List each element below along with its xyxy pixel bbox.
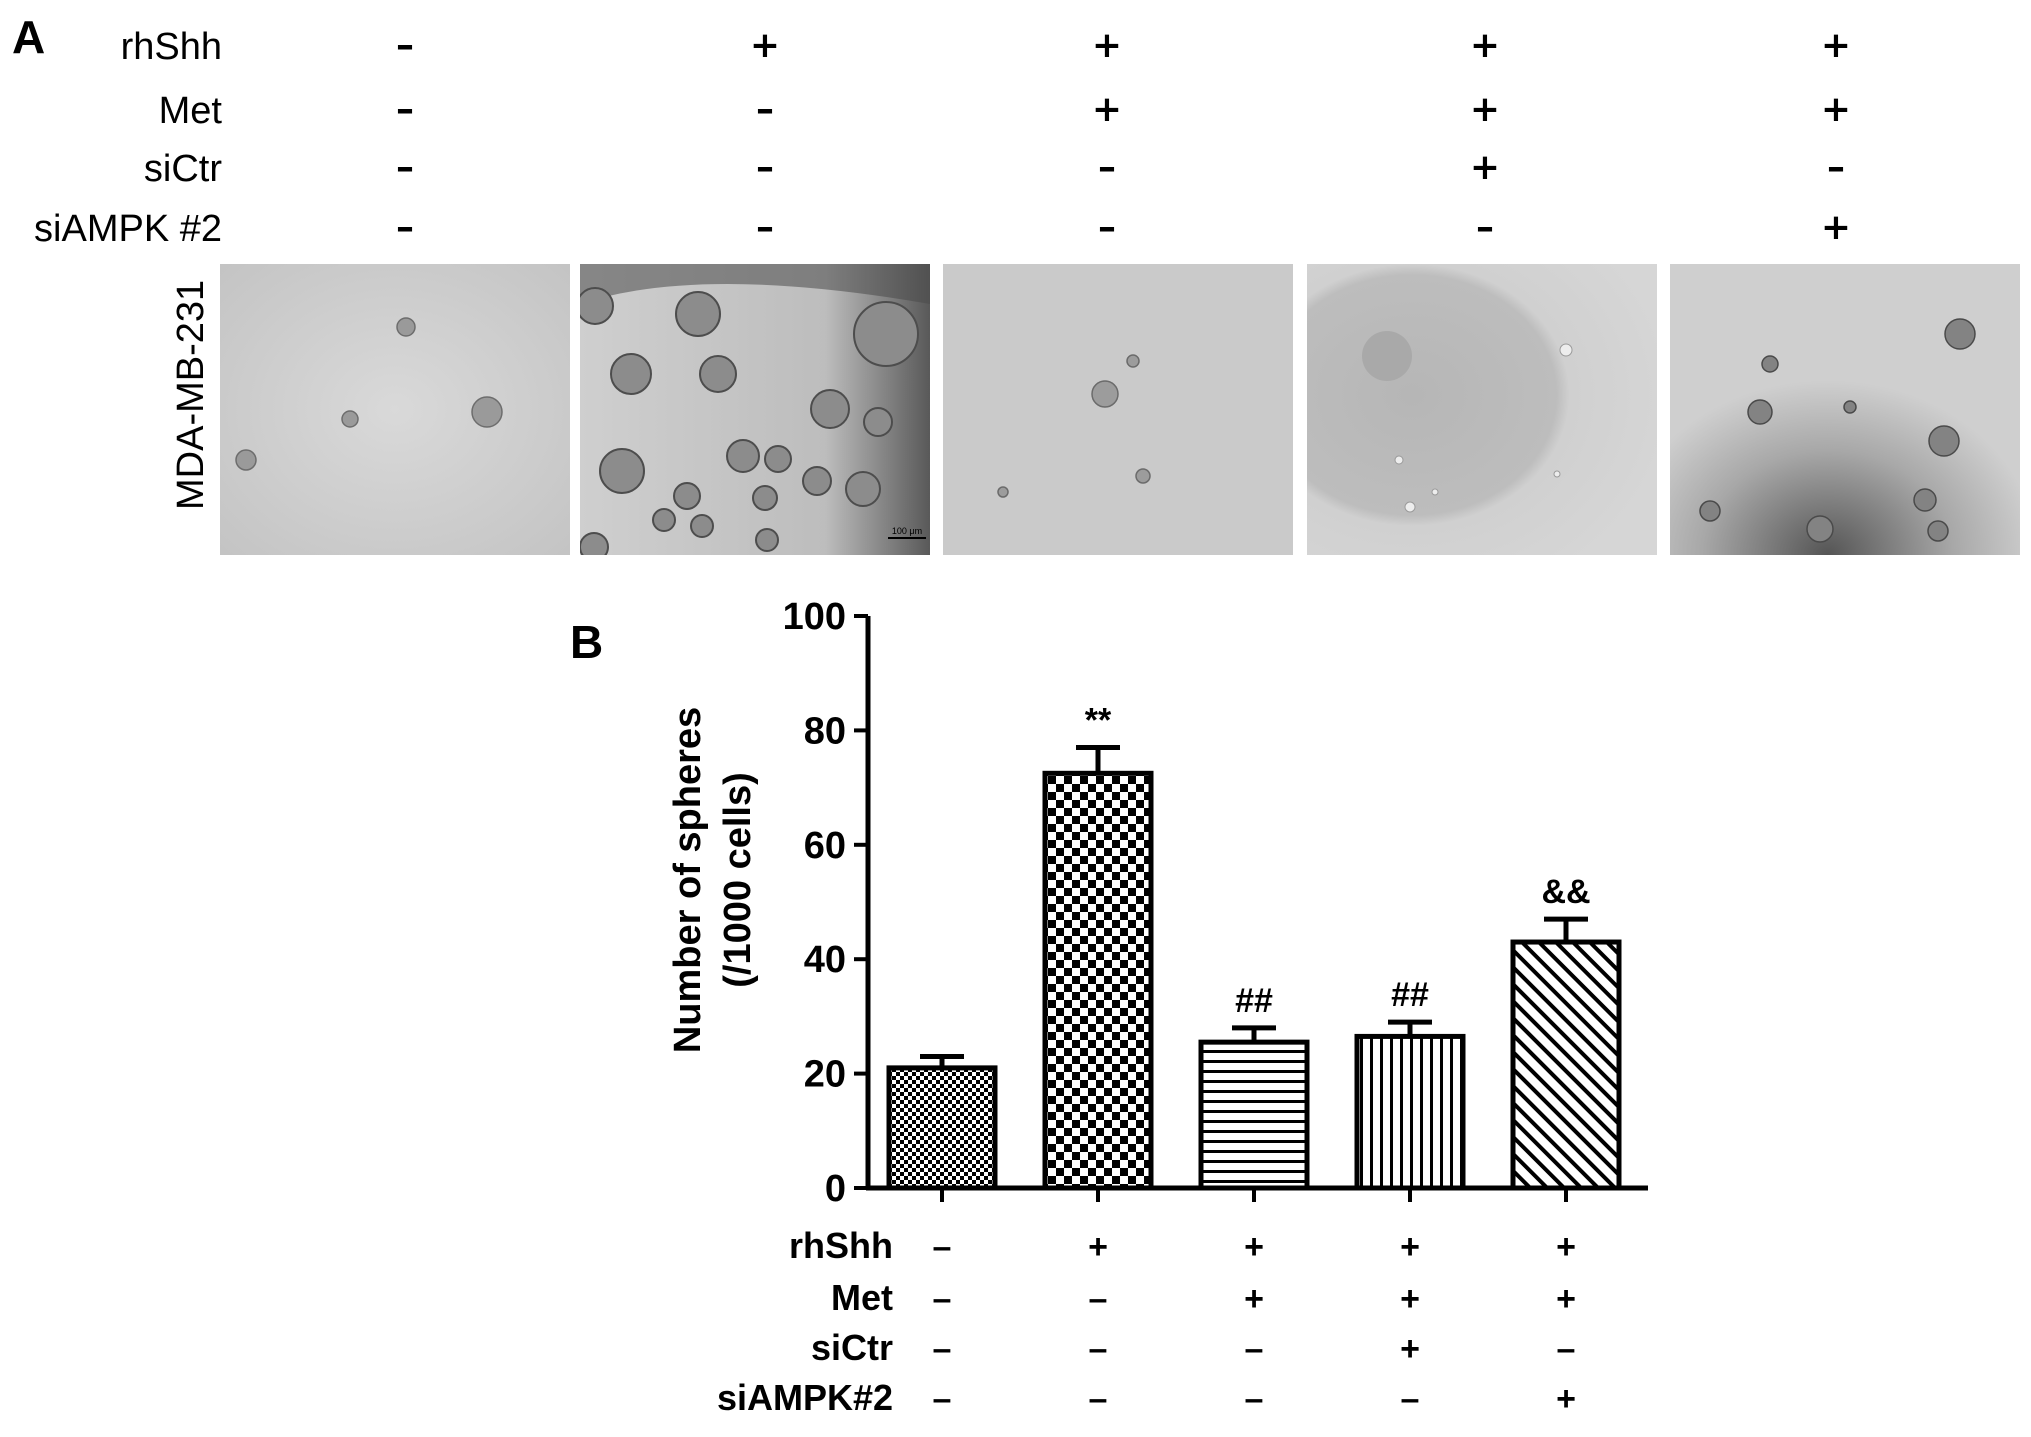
panel-a-letter: A: [12, 11, 46, 63]
y-axis-title-line-1: Number of spheres: [667, 707, 709, 1053]
panel-a-sign: –: [1827, 147, 1845, 188]
panel-b-sign: +: [1556, 1280, 1576, 1318]
bar: [1198, 1039, 1310, 1191]
panel-a-sign: +: [1820, 25, 1852, 66]
bar: [1510, 939, 1622, 1191]
y-axis-title-line-2: (/1000 cells): [717, 772, 759, 987]
panel-a-sign: +: [1091, 89, 1123, 130]
micrograph-rhshh-met: [943, 264, 1293, 555]
panel-b-sign: –: [1245, 1380, 1264, 1418]
panel-b-sign: –: [1089, 1280, 1108, 1318]
panel-b-sign: +: [1400, 1228, 1420, 1266]
y-tick-label: 100: [783, 596, 846, 638]
chart-bars: ** ## ## &&: [886, 702, 1622, 1202]
panel-b-sign: –: [933, 1280, 952, 1318]
panel-b-sign: +: [1556, 1380, 1576, 1418]
bar: [886, 1065, 998, 1191]
panel-b-sign: +: [1244, 1280, 1264, 1318]
micrograph-control: [220, 264, 570, 555]
panel-a-sign: –: [1098, 147, 1116, 188]
panel-a-sign: +: [749, 25, 781, 66]
panel-a-sign: +: [1820, 207, 1852, 248]
panel-b-row-label: siCtr: [811, 1327, 893, 1368]
panel-b-sign: –: [1401, 1380, 1420, 1418]
panel-b-sign: –: [933, 1330, 952, 1368]
panel-b-sign: –: [1557, 1330, 1576, 1368]
panel-b-row-label: siAMPK#2: [717, 1377, 893, 1418]
panel-b-letter: B: [570, 616, 603, 668]
panel-a-sign: –: [396, 207, 414, 248]
panel-b-sign: +: [1244, 1228, 1264, 1266]
y-tick-label: 60: [804, 825, 846, 867]
panel-a-sign: –: [396, 25, 414, 66]
significance-label: **: [1085, 702, 1112, 740]
micrograph-rhshh-met-sictr: [1307, 264, 1657, 555]
panel-a-sign: –: [396, 89, 414, 130]
panel-b-sign: +: [1400, 1330, 1420, 1368]
y-axis-title: Number of spheres (/1000 cells): [667, 707, 759, 1053]
bar: [1354, 1033, 1466, 1191]
panel-b-sign: +: [1556, 1228, 1576, 1266]
micrograph-rhshh: 100 μm: [580, 264, 930, 555]
panel-b-sign: –: [933, 1228, 952, 1266]
panel-a-sign: –: [396, 147, 414, 188]
y-tick-label: 20: [804, 1054, 846, 1096]
y-tick-label: 0: [825, 1168, 846, 1210]
panel-a-row-label: rhShh: [120, 26, 222, 68]
panel-a-row-label: Met: [158, 90, 222, 132]
panel-a-sign: –: [1476, 207, 1494, 248]
panel-a-sign: –: [1098, 207, 1116, 248]
panel-b-row-label: rhShh: [789, 1225, 893, 1266]
panel-b-sign: +: [1088, 1228, 1108, 1266]
panel-a-sign: +: [1820, 89, 1852, 130]
panel-a-sign: +: [1469, 89, 1501, 130]
panel-a-sign: –: [756, 147, 774, 188]
significance-label: ##: [1235, 982, 1273, 1020]
significance-label: &&: [1541, 873, 1590, 911]
panel-a-sign: +: [1091, 25, 1123, 66]
panel-b-row-label: Met: [831, 1277, 893, 1318]
panel-a-sign: –: [756, 207, 774, 248]
y-tick-label: 40: [804, 939, 846, 981]
panel-a-sign: +: [1469, 147, 1501, 188]
panel-b-condition-grid: rhShh – + + + + Met – – + + + siCtr – – – + – siAMPK#2 – – – –…: [717, 1225, 1576, 1418]
significance-label: ##: [1391, 976, 1429, 1014]
panel-a-sign: +: [1469, 25, 1501, 66]
panel-b-sign: –: [1089, 1380, 1108, 1418]
panel-b-sign: –: [933, 1380, 952, 1418]
panel-b-sign: +: [1400, 1280, 1420, 1318]
micrograph-rhshh-met-siampk: [1670, 264, 2020, 555]
y-tick-label: 80: [804, 710, 846, 752]
panel-b-sign: –: [1245, 1330, 1264, 1368]
panel-a-row-label: siAMPK #2: [34, 208, 222, 250]
bar: [1042, 770, 1154, 1191]
panel-b-sign: –: [1089, 1330, 1108, 1368]
scale-bar-label: 100 μm: [892, 526, 922, 536]
panel-a-row-label: siCtr: [143, 148, 222, 190]
panel-a-sign: –: [756, 89, 774, 130]
